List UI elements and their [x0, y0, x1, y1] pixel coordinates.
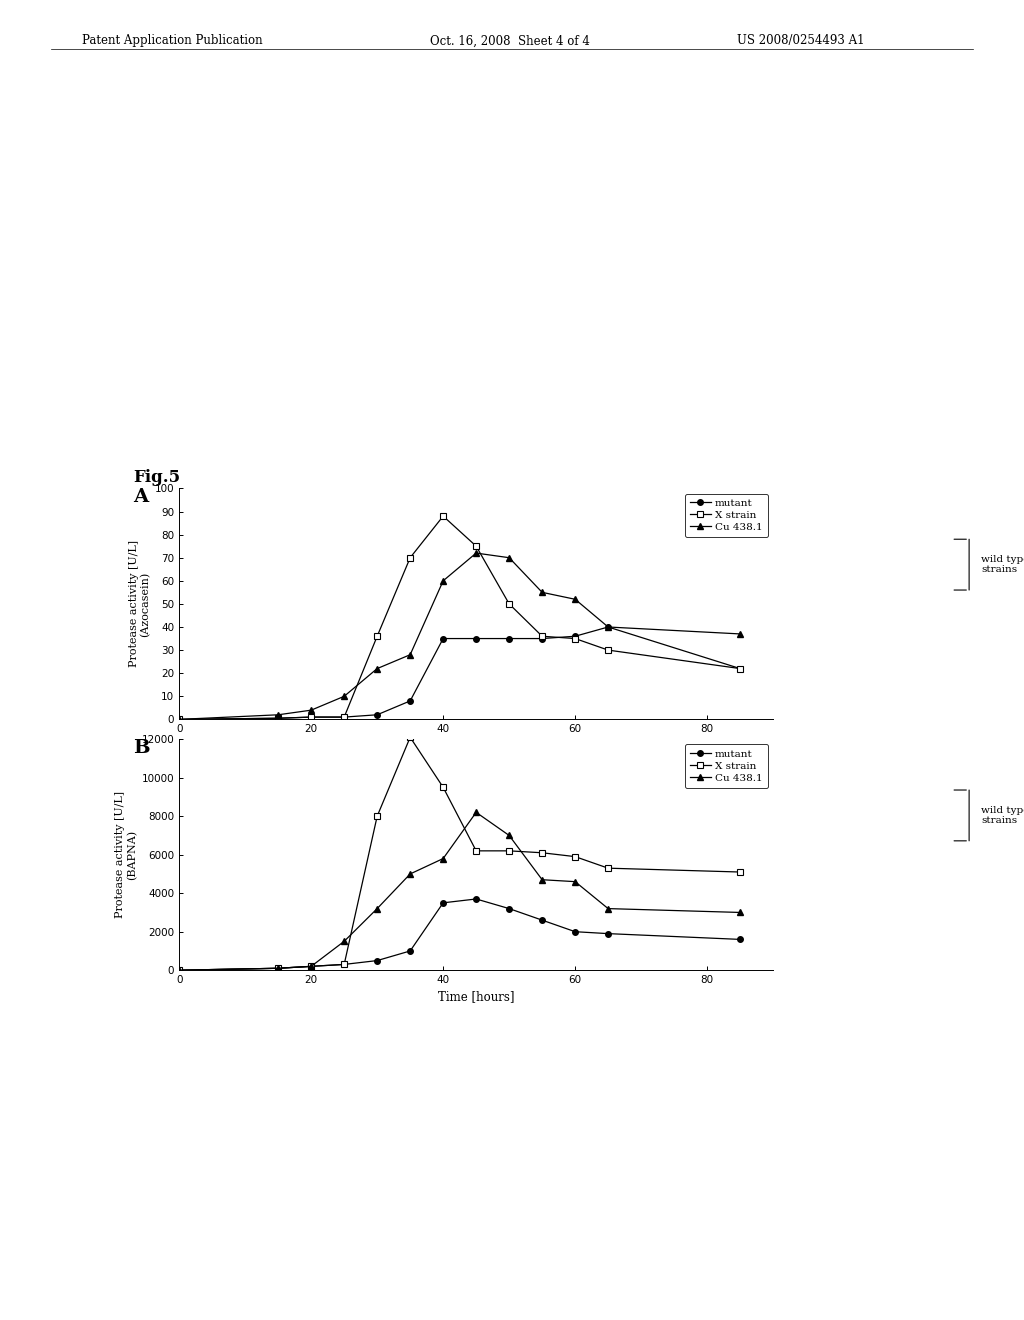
X-axis label: Time [hours]: Time [hours] [438, 990, 514, 1003]
Text: B: B [133, 739, 150, 758]
Text: A: A [133, 488, 148, 507]
Text: Oct. 16, 2008  Sheet 4 of 4: Oct. 16, 2008 Sheet 4 of 4 [430, 34, 590, 48]
Y-axis label: Protease activity [U/L]
(BAPNA): Protease activity [U/L] (BAPNA) [116, 791, 137, 919]
Text: US 2008/0254493 A1: US 2008/0254493 A1 [737, 34, 865, 48]
Text: Patent Application Publication: Patent Application Publication [82, 34, 262, 48]
X-axis label: Time [hours]: Time [hours] [438, 739, 514, 752]
Text: wild type
strains: wild type strains [981, 805, 1024, 825]
Text: Fig.5: Fig.5 [133, 469, 180, 486]
Y-axis label: Protease activity [U/L]
(Azocasein): Protease activity [U/L] (Azocasein) [129, 540, 151, 668]
Text: wild type
strains: wild type strains [981, 554, 1024, 574]
Legend: mutant, X strain, Cu 438.1: mutant, X strain, Cu 438.1 [685, 744, 768, 788]
Legend: mutant, X strain, Cu 438.1: mutant, X strain, Cu 438.1 [685, 494, 768, 537]
